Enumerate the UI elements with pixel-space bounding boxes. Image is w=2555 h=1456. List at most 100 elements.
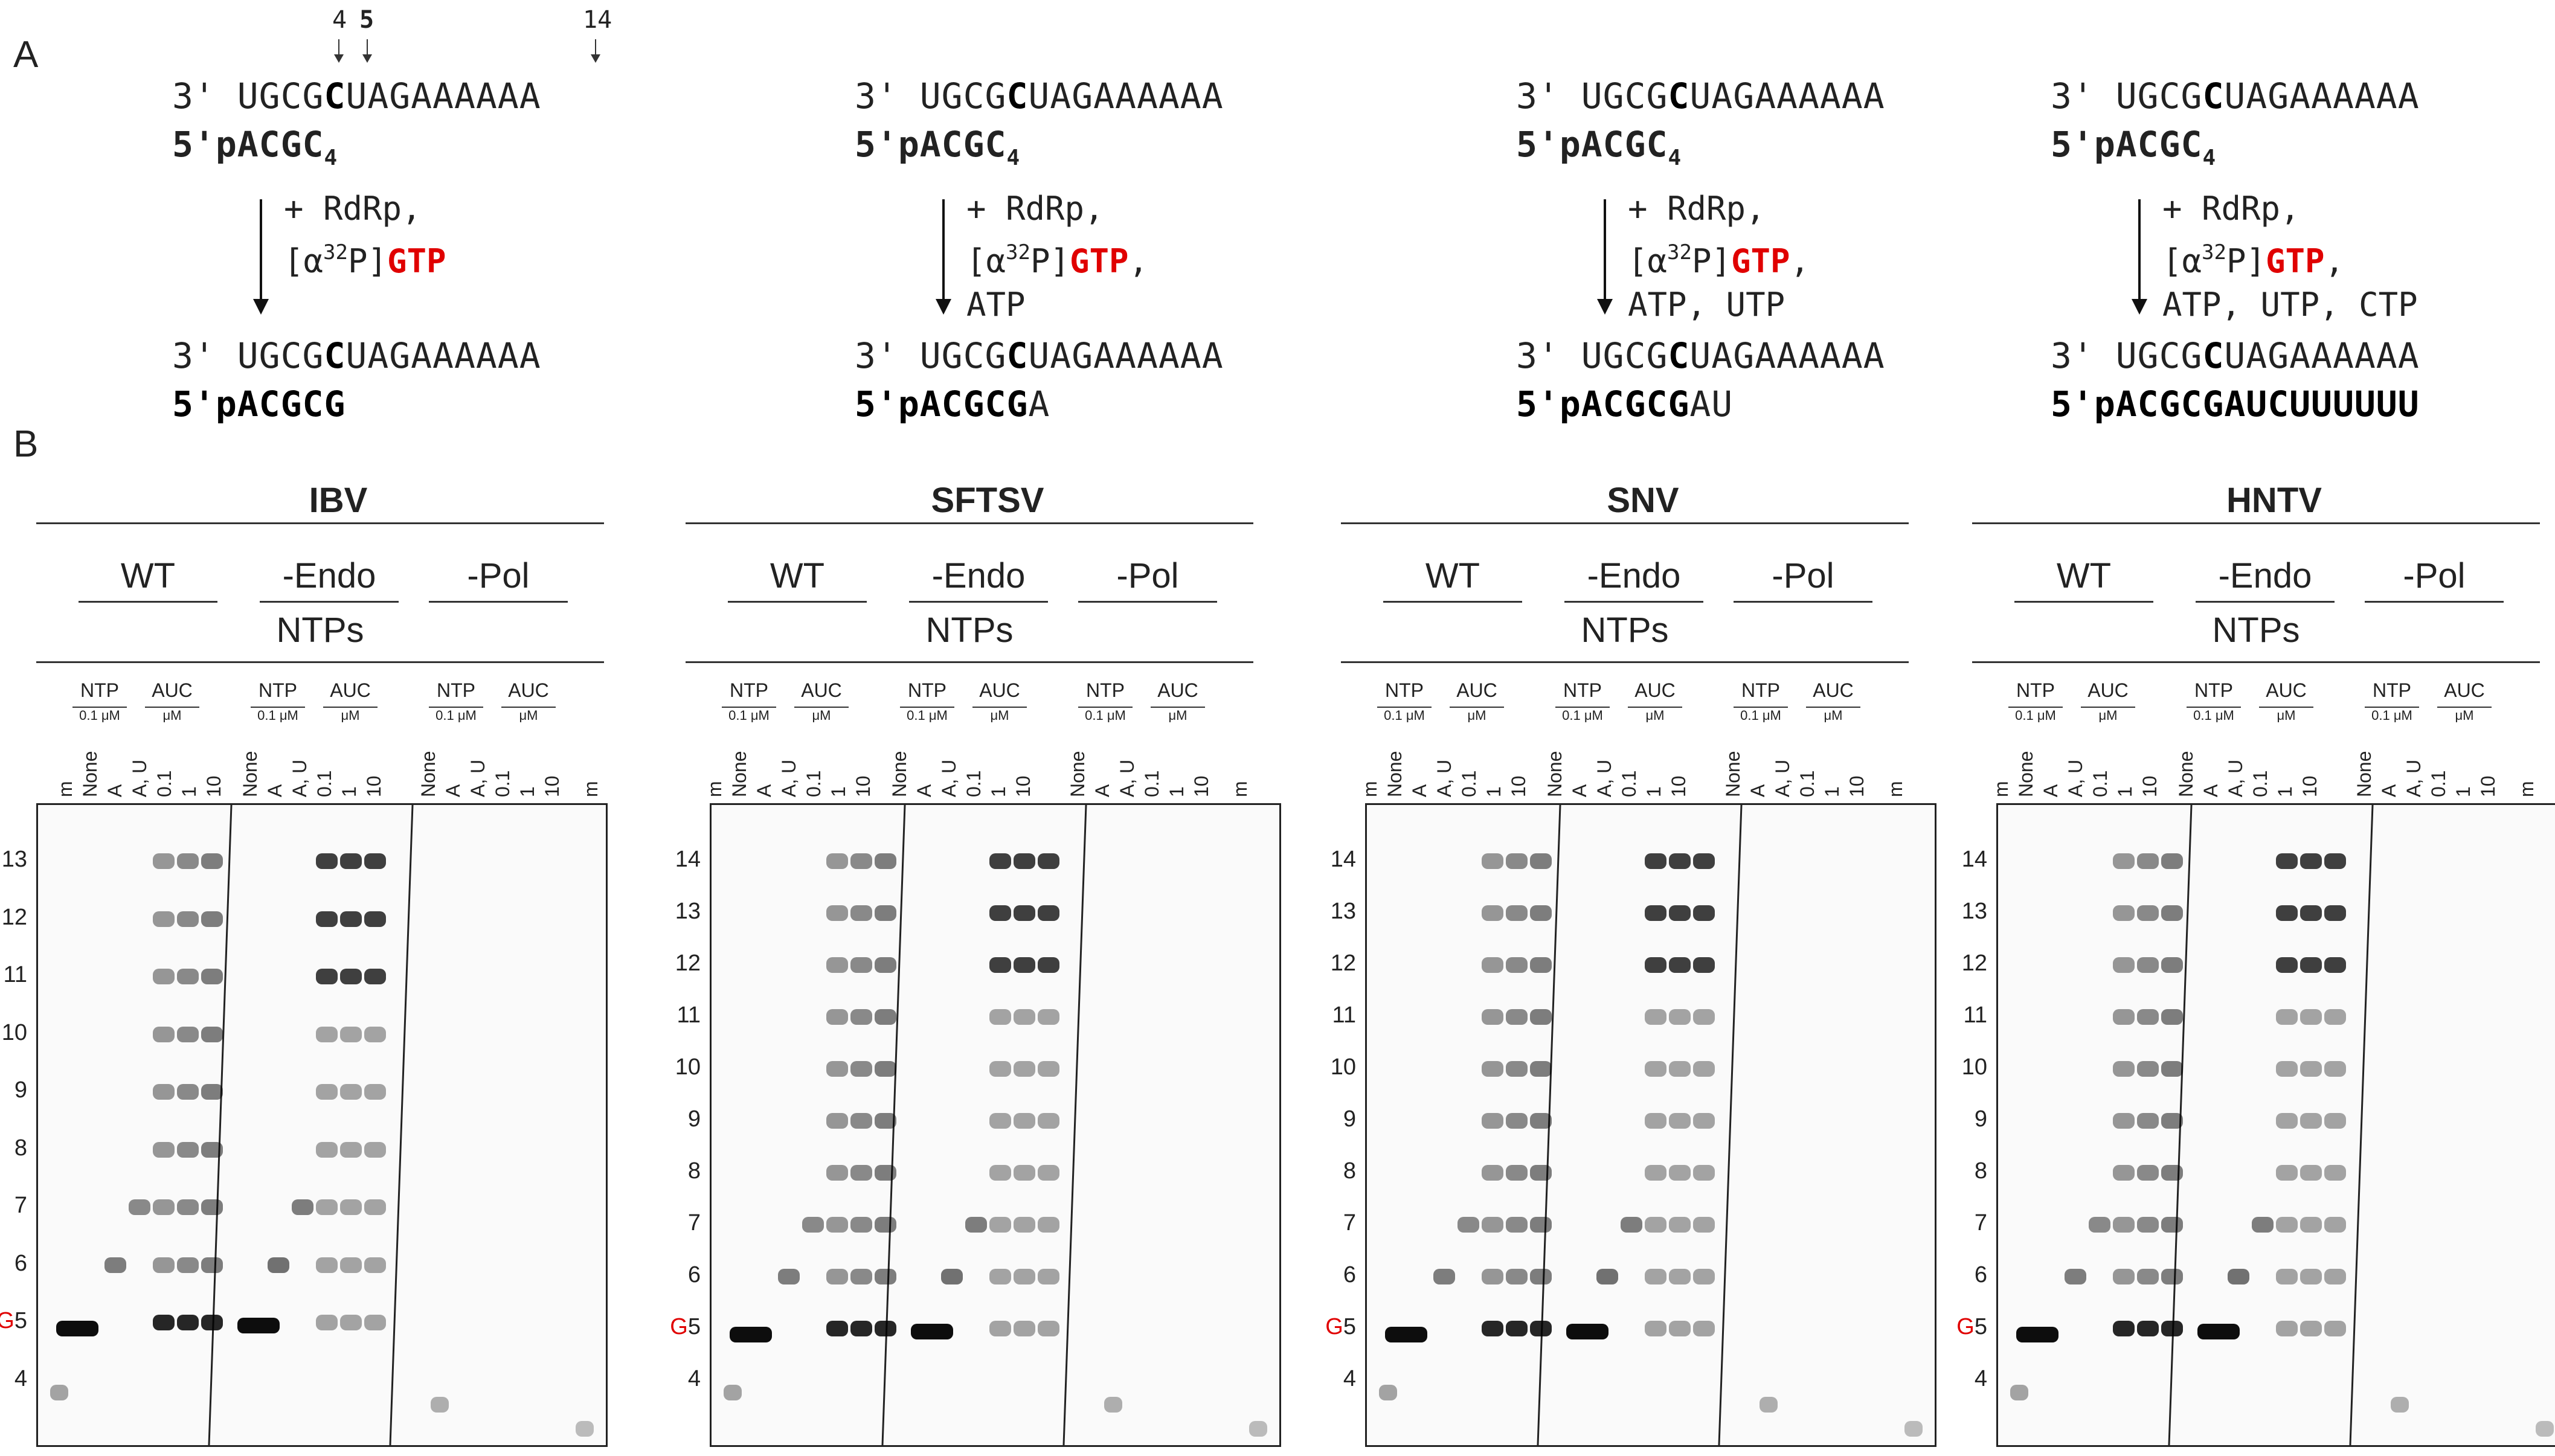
gel-band	[1433, 1269, 1455, 1284]
gel-band	[1530, 1061, 1552, 1077]
sub-auc-rule	[1628, 707, 1682, 708]
lane-label-none: None	[1722, 751, 1744, 798]
size-marker: 10	[675, 1054, 701, 1080]
template-prime: 3'	[1516, 75, 1581, 117]
gel-band	[153, 1141, 175, 1158]
lane-label-au: A, U	[1433, 759, 1455, 797]
lane-label-m: m	[1990, 781, 2012, 797]
lane-label-a: A	[1569, 784, 1590, 797]
sub-ntp: NTP	[1385, 679, 1424, 701]
gel-band	[2300, 1217, 2322, 1233]
gel-band	[2276, 1061, 2298, 1077]
primer-seq: 5'pACGC	[2051, 124, 2203, 165]
template-seq: UGCG	[1581, 335, 1668, 376]
size-marker: 9	[1974, 1106, 1987, 1132]
product-g: G	[1668, 383, 1690, 425]
gel-band	[2300, 905, 2322, 921]
lane-label-au: A, U	[1116, 759, 1138, 797]
sub-auc-conc: μM	[341, 708, 360, 723]
gel-band	[1693, 853, 1715, 869]
lane-label-none: None	[2353, 751, 2375, 798]
size-g: G	[1956, 1314, 1975, 1339]
condition-endo: -Endo	[2218, 556, 2312, 595]
sub-ntp-conc: 0.1 μM	[1740, 708, 1781, 723]
gel-band	[2010, 1385, 2028, 1400]
gel-band	[1530, 853, 1552, 869]
gel-band	[778, 1269, 800, 1284]
sub-ntp-rule	[1078, 707, 1133, 708]
lane-label-m-end: m	[1229, 781, 1251, 797]
arrow-4-line	[338, 39, 339, 57]
lane-label-c1: 1	[516, 786, 538, 797]
ntps-rule	[686, 661, 1253, 663]
sub-ntp-rule	[2365, 707, 2419, 708]
gel-band	[2089, 1217, 2110, 1233]
lane-label-c1: 1	[988, 786, 1009, 797]
template-c5: C	[1006, 75, 1029, 117]
sub-auc-rule	[145, 707, 199, 708]
panel-label-b: B	[13, 423, 39, 465]
lane-label-c01: 0.1	[492, 770, 513, 797]
sub-auc-conc: μM	[1824, 708, 1843, 723]
gel-band	[2161, 853, 2183, 869]
gel-band	[431, 1397, 449, 1413]
gel-band	[826, 905, 848, 921]
gel-band	[1506, 1217, 1528, 1233]
gel-band	[201, 853, 223, 869]
gel-band	[989, 905, 1011, 921]
gel-band	[989, 1061, 1011, 1077]
condition-rule-endo	[2196, 601, 2335, 603]
condition-wt: WT	[120, 556, 176, 595]
reaction-line-2: [α32P]GTP,	[966, 231, 1148, 283]
lane-label-c1: 1	[1821, 786, 1843, 797]
gtp-label: GTP	[387, 242, 446, 280]
product-strand: 5'pACGCGAU	[1516, 383, 1733, 430]
title-rule	[1341, 522, 1909, 524]
sub-ntp-conc: 0.1 μM	[435, 708, 477, 723]
size-marker: 8	[1343, 1158, 1356, 1184]
condition-rule-pol	[1078, 601, 1217, 603]
gel-band	[1249, 1421, 1267, 1437]
ntps-rule	[36, 661, 604, 663]
gel-band	[2137, 905, 2159, 921]
lane-label-au: A, U	[938, 759, 960, 797]
isotope-p: P]	[1691, 242, 1732, 280]
size-marker: 13	[1330, 899, 1356, 924]
size-g: G	[670, 1314, 688, 1339]
gel-band	[1038, 1269, 1059, 1284]
gel-band	[1669, 1061, 1691, 1077]
size-marker: 4	[1343, 1366, 1356, 1391]
sub-auc: AUC	[979, 679, 1020, 701]
gel-band	[965, 1217, 987, 1233]
product-g: G	[1006, 383, 1029, 425]
template-strand: 3' UGCGCUAGAAAAAA	[1516, 335, 1885, 376]
pos-5: 5	[359, 6, 374, 34]
gel-band	[1457, 1217, 1479, 1233]
isotope-sup: 32	[323, 240, 348, 265]
gel-band	[1104, 1397, 1122, 1413]
gel-band	[316, 1315, 338, 1331]
size-marker: 12	[1, 904, 27, 930]
condition-wt: WT	[770, 556, 825, 595]
gel-band	[1645, 853, 1666, 869]
gel-band	[850, 1217, 872, 1233]
lane-label-m-end: m	[580, 781, 602, 797]
gel-band	[850, 1269, 872, 1284]
condition-pol: -Pol	[1772, 556, 1834, 595]
lane-label-a: A	[1409, 784, 1430, 797]
gel-band	[1038, 1113, 1059, 1129]
gel-band	[2228, 1269, 2249, 1284]
sub-auc-rule	[794, 707, 849, 708]
gel-band	[1645, 1217, 1666, 1233]
lane-label-c01: 0.1	[1796, 770, 1818, 797]
sub-ntp-conc: 0.1 μM	[79, 708, 120, 723]
gel-band	[2065, 1269, 2086, 1284]
gtp-label: GTP	[1731, 242, 1790, 280]
template-strand: 3' UGCGCUAGAAAAAA	[855, 335, 1224, 376]
sub-ntp-conc: 0.1 μM	[2193, 708, 2234, 723]
size-marker: 8	[14, 1135, 27, 1161]
gel-band	[1482, 1113, 1503, 1129]
gel-band	[153, 911, 175, 927]
gel-band	[826, 1113, 848, 1129]
sub-ntp: NTP	[2194, 679, 2233, 701]
